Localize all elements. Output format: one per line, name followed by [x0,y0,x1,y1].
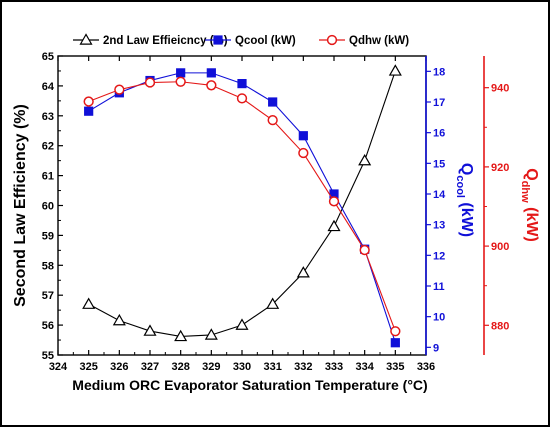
data-point-qdhw [83,96,94,107]
x-tick-label: 335 [386,361,404,373]
data-point-qcool [176,68,186,78]
x-tick-label: 333 [325,361,343,373]
data-point-qcool [206,68,216,78]
left-y-tick-label: 60 [42,201,54,213]
left-y-tick-label: 63 [42,111,54,123]
qcool-tick-label: 13 [433,220,445,232]
qdhw-axis-title-q: Q [523,168,540,180]
qcool-tick-label: 12 [433,250,445,262]
qcool-axis-title: Qcool (kW) [454,163,475,237]
legend-marker-efficiency [79,33,93,45]
data-point-efficiency [266,297,280,309]
qdhw-tick-label: 940 [491,83,509,95]
data-point-efficiency [327,219,341,232]
left-y-tick-label: 56 [42,320,54,332]
left-y-tick-label: 55 [42,350,54,362]
qdhw-axis-title-sub: dhw [519,181,531,203]
data-point-qcool [268,97,278,107]
data-point-qdhw [328,196,340,207]
qcool-tick-label: 9 [433,342,439,354]
x-tick-label: 336 [417,361,435,373]
left-y-tick-label: 62 [42,141,54,153]
data-point-qcool [84,106,94,116]
data-point-efficiency [388,64,402,76]
qdhw-tick-label: 880 [491,320,509,332]
x-tick-label: 330 [233,361,251,373]
legend-label-qdhw: Qdhw (kW) [349,35,409,47]
legend-marker-qdhw [326,34,338,46]
x-axis-title: Medium ORC Evaporator Saturation Tempera… [72,377,427,393]
data-point-efficiency [112,313,126,326]
x-tick-label: 326 [110,361,128,373]
data-point-efficiency [174,329,188,342]
data-point-qdhw [298,147,309,159]
left-y-tick-label: 61 [42,171,54,183]
left-y-axis-title: Second Law Efficiency (%) [12,104,29,307]
qcool-tick-label: 14 [433,189,446,201]
legend-label-qcool: Qcool (kW) [235,35,296,47]
qcool-tick-label: 17 [433,97,445,109]
legend-label-efficiency: 2nd Law Effieicncy (%) [103,35,228,47]
x-tick-label: 334 [355,361,374,373]
x-tick-label: 328 [171,361,189,373]
data-point-efficiency [82,297,96,309]
qdhw-axis-title-unit: (kW) [523,203,540,242]
data-point-efficiency [143,324,157,336]
qcool-tick-label: 18 [433,66,445,78]
qcool-tick-label: 15 [433,158,445,170]
data-point-efficiency [235,318,249,330]
data-point-qdhw [206,80,217,91]
data-point-efficiency [358,153,372,166]
data-point-qcool [390,338,400,348]
qcool-axis-title-q: Q [458,163,475,175]
data-point-qdhw [144,77,156,88]
data-point-qdhw [114,84,125,95]
data-point-qdhw [267,115,278,126]
qcool-axis-title-unit: (kW) [458,198,475,237]
qcool-tick-label: 11 [433,281,445,293]
data-point-efficiency [296,266,310,278]
data-point-qdhw [359,244,370,256]
data-point-qcool [298,131,308,141]
left-y-tick-label: 58 [42,260,54,272]
left-y-tick-label: 57 [42,290,54,302]
qcool-tick-label: 10 [433,312,445,324]
x-tick-label: 324 [49,361,68,373]
legend-marker-qcool [213,35,223,45]
qdhw-tick-label: 900 [491,241,509,253]
x-tick-label: 329 [202,361,220,373]
x-tick-label: 325 [79,361,97,373]
data-point-qdhw [390,326,401,337]
x-tick-label: 331 [263,361,281,373]
qcool-tick-label: 16 [433,128,445,140]
left-y-tick-label: 65 [42,51,54,63]
legend: 2nd Law Effieicncy (%) Qcool (kW) Qdhw (kW… [73,33,409,47]
left-y-tick-label: 59 [42,230,54,242]
left-y-tick-label: 64 [42,81,55,93]
axes-layer: 324 325 326 327 328 329 330 331 332 333 334 335 336 M… [12,51,540,393]
data-point-qdhw [236,93,248,104]
data-point-efficiency [204,328,218,340]
data-point-qcool [237,79,247,89]
series-layer [82,64,402,348]
qdhw-tick-label: 920 [491,162,509,174]
x-tick-label: 327 [141,361,159,373]
x-tick-label: 332 [294,361,312,373]
qdhw-axis-title: Qdhw (kW) [519,168,540,242]
data-point-qdhw [175,76,186,87]
qcool-axis-title-sub: cool [454,175,466,198]
